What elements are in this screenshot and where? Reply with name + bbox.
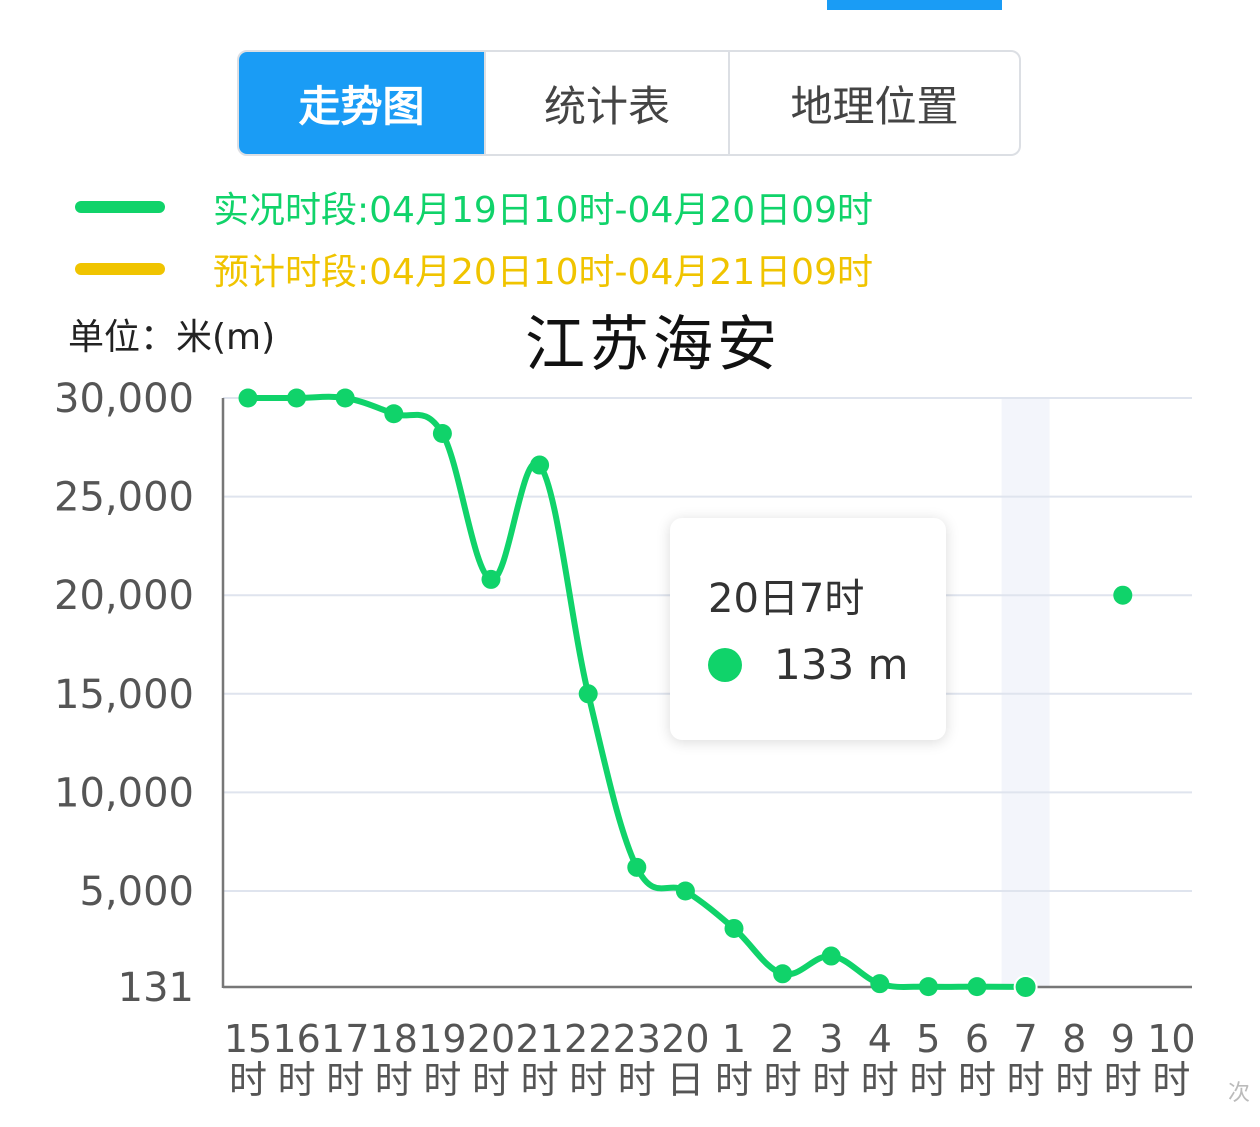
x-tick-label: 9: [1111, 1017, 1135, 1061]
legend-observed-swatch: [75, 201, 165, 213]
x-tick-label: 17: [321, 1017, 369, 1061]
x-tick-label: 20: [661, 1017, 709, 1061]
x-tick-label-suffix: 时: [958, 1058, 996, 1102]
x-tick-label: 19: [418, 1017, 466, 1061]
tab-trend-chart[interactable]: 走势图: [239, 52, 486, 154]
x-tick-label: 8: [1062, 1017, 1086, 1061]
data-point: [627, 857, 647, 877]
x-tick-label: 1: [722, 1017, 746, 1061]
y-tick-label: 5,000: [79, 869, 194, 915]
x-tick-label-suffix: 时: [326, 1058, 364, 1102]
data-point: [335, 388, 355, 408]
data-point: [530, 455, 550, 475]
data-point: [967, 977, 987, 997]
highlight-band: [1001, 398, 1050, 987]
x-tick-label: 21: [515, 1017, 563, 1061]
chart-tooltip: 20日7时 133 m: [670, 518, 946, 740]
legend-observed-label: 实况时段:04月19日10时-04月20日09时: [213, 190, 873, 231]
x-tick-label: 6: [965, 1017, 989, 1061]
data-point: [675, 881, 695, 901]
data-point: [1013, 974, 1038, 999]
legend-forecast-label: 预计时段:04月20日10时-04月21日09时: [213, 252, 873, 293]
x-tick-label-suffix: 时: [423, 1058, 461, 1102]
x-tick-label-suffix: 时: [229, 1058, 267, 1102]
x-tick-label-suffix: 时: [715, 1058, 753, 1102]
y-tick-label: 20,000: [54, 573, 194, 619]
x-tick-label-suffix: 时: [764, 1058, 802, 1102]
x-tick-label: 18: [370, 1017, 418, 1061]
x-tick-label: 16: [272, 1017, 320, 1061]
view-tabs: 走势图 统计表 地理位置: [237, 50, 1021, 156]
x-tick-label: 7: [1014, 1017, 1038, 1061]
data-point: [724, 918, 744, 938]
watermark: 次: [1228, 1081, 1251, 1106]
tab-geo-location[interactable]: 地理位置: [790, 81, 959, 131]
legend-forecast[interactable]: 预计时段:04月20日10时-04月21日09时: [75, 244, 873, 294]
data-point: [481, 569, 501, 589]
x-tick-label-suffix: 时: [1055, 1058, 1093, 1102]
unit-label: 单位：米(m): [68, 317, 276, 358]
x-tick-label: 20: [467, 1017, 515, 1061]
x-tick-label: 4: [868, 1017, 892, 1061]
tooltip-time: 20日7时: [708, 576, 865, 622]
y-tick-label: 30,000: [54, 376, 194, 422]
x-tick-label-suffix: 时: [278, 1058, 316, 1102]
x-tick-label-suffix: 时: [909, 1058, 947, 1102]
data-point: [384, 404, 404, 424]
data-point: [287, 388, 307, 408]
x-tick-label: 15: [224, 1017, 272, 1061]
data-point: [870, 974, 890, 994]
data-point: [1113, 585, 1133, 605]
x-tick-label: 22: [564, 1017, 612, 1061]
x-tick-label: 5: [916, 1017, 940, 1061]
x-tick-label-suffix: 日: [666, 1058, 704, 1102]
y-tick-label: 131: [118, 965, 194, 1011]
x-tick-label-suffix: 时: [375, 1058, 413, 1102]
x-tick-label-suffix: 时: [569, 1058, 607, 1102]
x-tick-label-suffix: 时: [521, 1058, 559, 1102]
data-point: [821, 946, 841, 966]
y-tick-label: 10,000: [54, 770, 194, 816]
x-tick-label-suffix: 时: [1104, 1058, 1142, 1102]
y-tick-label: 25,000: [54, 475, 194, 521]
tab-statistics-table[interactable]: 统计表: [486, 52, 730, 154]
legend-forecast-swatch: [75, 263, 165, 275]
legend-observed[interactable]: 实况时段:04月19日10时-04月20日09时: [75, 182, 873, 232]
x-tick-label: 10: [1147, 1017, 1195, 1061]
x-tick-label-suffix: 时: [812, 1058, 850, 1102]
x-tick-label: 23: [613, 1017, 661, 1061]
x-tick-label: 2: [771, 1017, 795, 1061]
top-tab-indicator: [827, 0, 1002, 10]
y-tick-label: 15,000: [54, 672, 194, 718]
data-point: [578, 684, 598, 704]
x-tick-label-suffix: 时: [1152, 1058, 1190, 1102]
data-point: [238, 388, 258, 408]
tooltip-series-dot: [708, 648, 742, 682]
place-title: 江苏海安: [525, 310, 781, 380]
data-point: [773, 964, 793, 984]
data-point: [432, 423, 452, 443]
x-tick-label-suffix: 时: [472, 1058, 510, 1102]
x-tick-label-suffix: 时: [861, 1058, 899, 1102]
data-point: [918, 977, 938, 997]
x-tick-label-suffix: 时: [618, 1058, 656, 1102]
tooltip-value: 133 m: [774, 640, 909, 689]
x-tick-label-suffix: 时: [1007, 1058, 1045, 1102]
x-tick-label: 3: [819, 1017, 843, 1061]
